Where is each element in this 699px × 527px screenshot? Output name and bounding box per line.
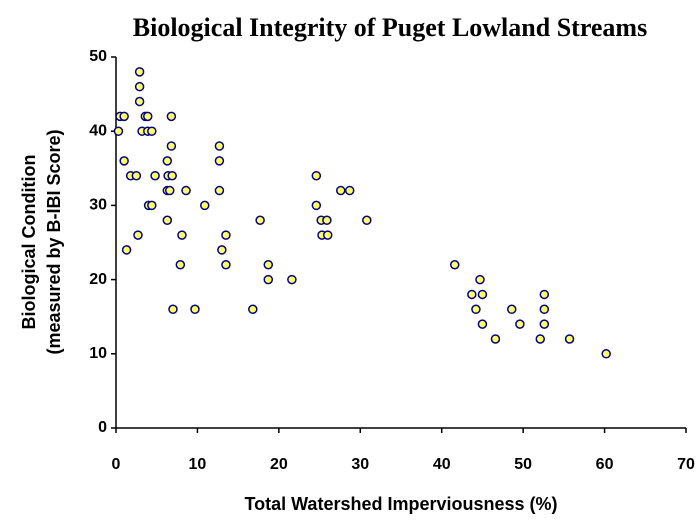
point: [535, 334, 545, 344]
point: [131, 170, 142, 181]
point: [311, 200, 322, 211]
point: [255, 215, 265, 225]
x-axis-label: Total Watershed Imperviousness (%): [244, 494, 557, 514]
point: [162, 215, 173, 225]
point: [217, 245, 227, 255]
point: [601, 349, 611, 359]
point: [287, 274, 297, 285]
y-tick-label: 20: [89, 271, 107, 288]
point: [477, 289, 488, 300]
point: [121, 245, 132, 255]
x-tick-label: 70: [677, 456, 695, 473]
point: [221, 230, 231, 240]
point: [133, 230, 143, 240]
point: [263, 260, 274, 270]
y-axis-label: Biological Condition: [19, 155, 39, 330]
point: [181, 185, 191, 196]
point: [200, 200, 210, 211]
point: [322, 215, 332, 225]
point: [164, 185, 175, 196]
x-tick-label: 50: [514, 456, 532, 473]
y-tick-label: 40: [89, 122, 107, 139]
x-tick-label: 60: [596, 456, 614, 473]
point: [190, 304, 200, 315]
point: [449, 260, 460, 270]
point: [322, 230, 333, 240]
point: [147, 200, 157, 211]
point: [564, 334, 575, 344]
point: [263, 274, 274, 285]
point: [475, 274, 485, 285]
x-tick-label: 30: [351, 456, 369, 473]
point: [490, 334, 501, 344]
point: [335, 185, 346, 196]
point: [221, 260, 231, 270]
point: [214, 141, 225, 151]
point: [167, 170, 177, 181]
point: [248, 304, 258, 315]
point: [113, 126, 124, 136]
point: [471, 304, 481, 315]
point: [119, 156, 129, 166]
point: [362, 215, 372, 225]
y-tick-label: 0: [98, 419, 107, 436]
point: [150, 170, 160, 181]
point: [515, 319, 525, 329]
chart-title: Biological Integrity of Puget Lowland St…: [133, 13, 647, 42]
point: [539, 304, 550, 315]
point: [134, 96, 145, 107]
x-tick-label: 20: [270, 456, 288, 473]
point: [134, 81, 145, 92]
point: [119, 111, 129, 122]
y-tick-label: 10: [89, 345, 107, 362]
point: [143, 111, 153, 122]
point: [162, 156, 173, 166]
point: [134, 67, 145, 77]
point: [147, 126, 157, 136]
y-axis-label: (measured by B-IBI Score): [44, 129, 64, 354]
point: [175, 260, 186, 270]
point: [177, 230, 187, 240]
point: [506, 304, 517, 315]
y-tick-label: 50: [89, 48, 107, 65]
y-tick-label: 30: [89, 197, 107, 214]
point: [168, 304, 178, 315]
point: [539, 289, 550, 300]
x-tick-label: 10: [189, 456, 207, 473]
point: [467, 289, 477, 300]
point: [311, 170, 322, 181]
x-tick-label: 40: [433, 456, 451, 473]
point: [166, 111, 177, 122]
x-tick-label: 0: [112, 456, 121, 473]
point: [214, 185, 225, 196]
point: [477, 319, 488, 329]
point: [166, 141, 177, 151]
point: [344, 185, 355, 196]
point: [214, 156, 225, 166]
point: [539, 319, 550, 329]
